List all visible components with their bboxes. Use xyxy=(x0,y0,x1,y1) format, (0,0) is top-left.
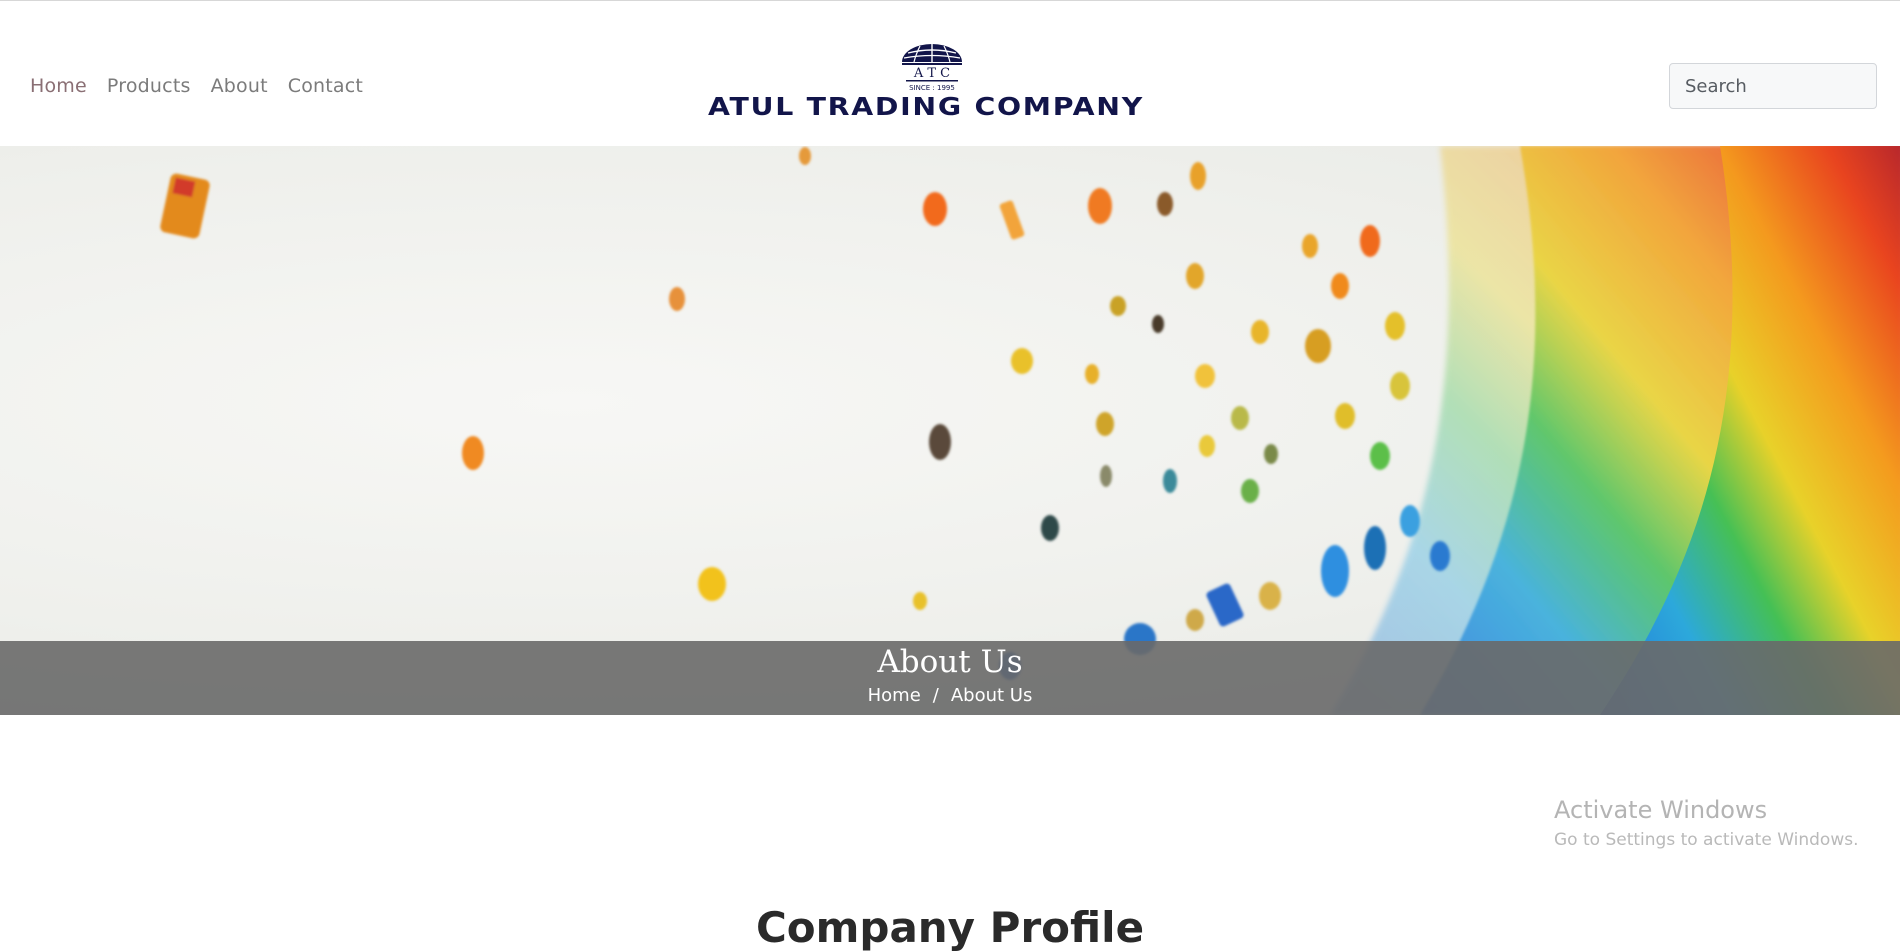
top-rule xyxy=(0,0,1900,1)
globe-icon xyxy=(902,44,962,65)
search-input[interactable] xyxy=(1669,63,1877,109)
breadcrumb-current: About Us xyxy=(950,685,1033,706)
main-nav: Home Products About Contact xyxy=(30,75,363,97)
page-title-banner: About Us Home / About Us xyxy=(0,641,1900,715)
nav-link-about[interactable]: About xyxy=(210,75,268,97)
logo-graphic: A T C SINCE : 1995 ATUL TRADING COMPANY xyxy=(708,44,1144,121)
logo-company-name: ATUL TRADING COMPANY xyxy=(708,92,1144,121)
breadcrumb: Home / About Us xyxy=(0,685,1900,706)
section-heading: Company Profile xyxy=(755,902,1145,952)
breadcrumb-separator: / xyxy=(932,685,939,706)
activate-windows-watermark: Activate Windows Go to Settings to activ… xyxy=(1554,796,1859,850)
nav-link-home[interactable]: Home xyxy=(30,75,87,97)
hero-banner xyxy=(0,146,1900,715)
nav-link-products[interactable]: Products xyxy=(106,75,191,97)
page-title: About Us xyxy=(877,644,1023,680)
watermark-title: Activate Windows xyxy=(1554,796,1768,824)
company-logo[interactable]: A T C SINCE : 1995 ATUL TRADING COMPANY xyxy=(706,43,1146,125)
watermark-subtitle: Go to Settings to activate Windows. xyxy=(1554,830,1859,850)
breadcrumb-home-link[interactable]: Home xyxy=(867,685,921,706)
site-header: Home Products About Contact A T C SINCE … xyxy=(0,1,1900,146)
nav-link-contact[interactable]: Contact xyxy=(287,75,364,97)
logo-since: SINCE : 1995 xyxy=(909,84,955,92)
logo-monogram: A T C xyxy=(913,66,950,81)
hero-image xyxy=(160,146,1900,715)
